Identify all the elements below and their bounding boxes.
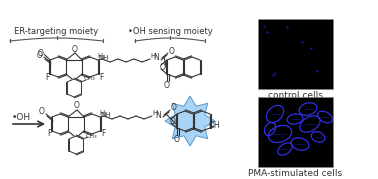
Text: H: H [98, 53, 102, 59]
Text: N: N [155, 110, 161, 120]
Text: O: O [160, 62, 166, 71]
Text: O: O [170, 117, 176, 125]
Text: NH: NH [100, 112, 110, 118]
Text: O: O [38, 49, 44, 57]
Text: control cells: control cells [268, 91, 323, 100]
Text: OH: OH [208, 122, 220, 130]
Text: CH₃: CH₃ [85, 134, 97, 139]
Text: O: O [39, 108, 45, 117]
Text: F: F [99, 72, 103, 81]
Text: ER-targeting moiety: ER-targeting moiety [14, 28, 99, 37]
Text: O: O [174, 134, 180, 144]
Text: •OH: •OH [12, 112, 31, 122]
Text: N: N [153, 54, 159, 62]
Bar [258, 19, 333, 89]
Text: PMA-stimulated cells: PMA-stimulated cells [248, 168, 342, 178]
Text: O: O [37, 50, 43, 59]
Text: O: O [171, 103, 177, 112]
Polygon shape [165, 96, 215, 146]
Bar [258, 97, 333, 167]
Text: F: F [47, 129, 51, 139]
Text: H: H [152, 110, 158, 116]
Text: O: O [164, 81, 170, 90]
Text: O: O [169, 47, 175, 55]
Text: •OH sensing moiety: •OH sensing moiety [128, 28, 212, 37]
Text: H: H [99, 110, 105, 116]
Text: H: H [150, 53, 156, 59]
Text: O: O [72, 45, 78, 54]
Text: NH: NH [98, 55, 108, 61]
Text: O: O [74, 101, 80, 110]
Text: F: F [45, 72, 49, 81]
Text: CH₃: CH₃ [83, 76, 95, 81]
Text: F: F [101, 129, 105, 139]
